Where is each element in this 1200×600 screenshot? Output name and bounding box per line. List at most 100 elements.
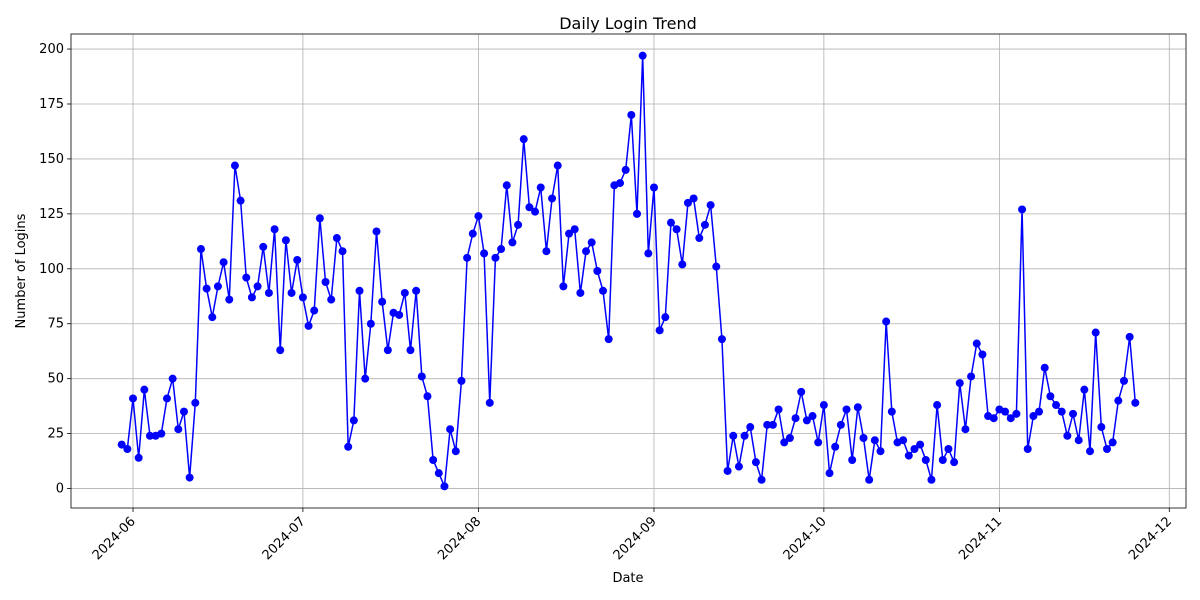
data-point (349, 416, 358, 425)
data-point (1108, 438, 1117, 447)
data-point (417, 372, 426, 381)
y-tick-label: 100 (39, 262, 64, 277)
data-point (955, 379, 964, 388)
x-tick-label: 2024-08 (435, 514, 484, 563)
data-point (219, 258, 228, 267)
y-tick-label: 50 (47, 372, 64, 387)
data-point (576, 288, 585, 297)
data-point (1091, 328, 1100, 337)
data-point (944, 444, 953, 453)
data-point (695, 234, 704, 243)
data-point (1040, 363, 1049, 372)
data-point (876, 447, 885, 456)
data-point (361, 374, 370, 383)
data-point (457, 376, 466, 385)
x-tick-label: 2024-06 (90, 514, 139, 563)
data-point (315, 214, 324, 223)
y-tick-label: 25 (47, 427, 64, 442)
data-point (655, 326, 664, 335)
data-point (168, 374, 177, 383)
data-point (196, 245, 205, 254)
data-point (191, 398, 200, 407)
data-point (253, 282, 262, 291)
data-point (950, 458, 959, 467)
data-point (774, 405, 783, 414)
data-point (927, 475, 936, 484)
data-point (264, 288, 273, 297)
data-point (666, 218, 675, 227)
data-point (706, 201, 715, 210)
data-point (519, 135, 528, 144)
y-tick-label: 125 (39, 207, 64, 222)
data-point (740, 431, 749, 440)
data-point (1103, 444, 1112, 453)
data-point (865, 475, 874, 484)
data-point (672, 225, 681, 234)
data-point (661, 313, 670, 322)
data-point (463, 253, 472, 262)
data-point (887, 407, 896, 416)
data-point (1029, 412, 1038, 421)
data-point (916, 440, 925, 449)
data-point (276, 346, 285, 355)
data-point (1086, 447, 1095, 456)
data-point (1080, 385, 1089, 394)
data-point (1119, 376, 1128, 385)
x-tick-label: 2024-12 (1126, 514, 1175, 563)
data-point (259, 242, 268, 251)
data-point (525, 203, 534, 212)
data-point (446, 425, 455, 434)
data-point (717, 335, 726, 344)
data-line (121, 55, 1137, 487)
data-point (145, 431, 154, 440)
data-point (423, 392, 432, 401)
data-point (785, 434, 794, 443)
data-point (406, 346, 415, 355)
data-point (734, 462, 743, 471)
data-point (853, 403, 862, 412)
data-point (587, 238, 596, 247)
data-point (729, 431, 738, 440)
y-axis-label: Number of Logins (14, 213, 29, 328)
data-point (208, 313, 217, 322)
data-point (921, 455, 930, 464)
data-point (123, 444, 132, 453)
data-point (202, 284, 211, 293)
data-point (649, 183, 658, 192)
data-point (621, 165, 630, 174)
data-point (763, 420, 772, 429)
data-point (451, 447, 460, 456)
data-point (236, 196, 245, 205)
data-point (899, 436, 908, 445)
data-point (281, 236, 290, 245)
data-point (723, 466, 732, 475)
data-point (831, 442, 840, 451)
data-point (310, 306, 319, 315)
data-point (910, 444, 919, 453)
data-point (480, 249, 489, 258)
data-point (179, 407, 188, 416)
data-point (332, 234, 341, 243)
data-point (548, 194, 557, 203)
data-point (683, 198, 692, 207)
data-point (491, 253, 500, 262)
data-point (599, 286, 608, 295)
x-tick-label: 2024-10 (781, 514, 830, 563)
data-point (474, 212, 483, 221)
data-point (836, 420, 845, 429)
data-point (1012, 409, 1021, 418)
data-point (134, 453, 143, 462)
data-point (157, 429, 166, 438)
data-point (225, 295, 234, 304)
data-point (355, 286, 364, 295)
data-point (1131, 398, 1140, 407)
data-point (185, 473, 194, 482)
data-point (933, 401, 942, 410)
data-point (870, 436, 879, 445)
data-point (242, 273, 251, 282)
chart-title: Daily Login Trend (559, 14, 697, 33)
data-point (502, 181, 511, 190)
data-point (961, 425, 970, 434)
data-point (1097, 423, 1106, 432)
